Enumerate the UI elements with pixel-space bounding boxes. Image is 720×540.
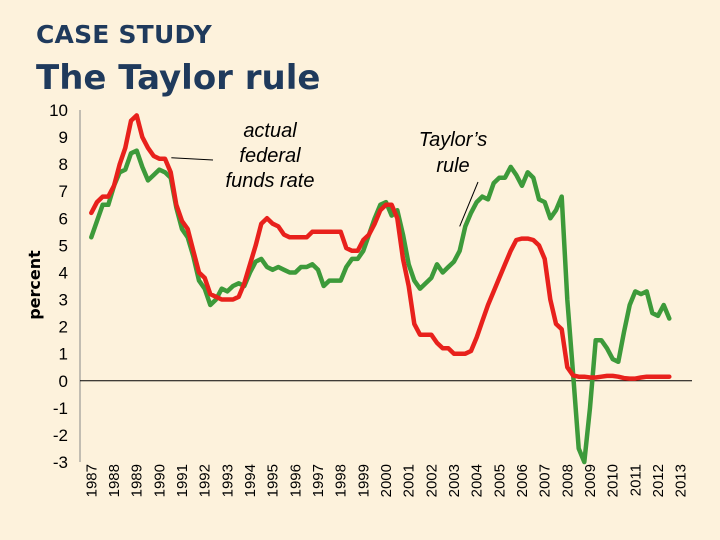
slide-kicker: CASE STUDY bbox=[36, 20, 212, 49]
x-tick-label: 2001 bbox=[401, 464, 418, 497]
y-tick-label: -2 bbox=[53, 426, 68, 445]
y-tick-label: 5 bbox=[59, 236, 68, 255]
x-tick-label: 2006 bbox=[514, 464, 531, 497]
x-tick-label: 1990 bbox=[151, 464, 168, 497]
slide-title: The Taylor rule bbox=[36, 58, 321, 98]
x-tick-label: 2005 bbox=[491, 464, 508, 497]
y-tick-label: -3 bbox=[53, 453, 68, 472]
x-tick-label: 2004 bbox=[469, 464, 486, 497]
y-tick-label: -1 bbox=[53, 399, 68, 418]
x-tick-label: 2009 bbox=[582, 464, 599, 497]
x-tick-label: 1987 bbox=[83, 464, 100, 497]
annotation-taylor-line: rule bbox=[436, 155, 469, 177]
x-tick-label: 1991 bbox=[174, 464, 191, 497]
y-axis-label: percent bbox=[25, 250, 44, 320]
x-tick-label: 2007 bbox=[537, 464, 554, 497]
y-tick-label: 10 bbox=[49, 101, 68, 120]
annotation-taylor-leader bbox=[459, 181, 479, 227]
y-tick-label: 8 bbox=[59, 155, 68, 174]
x-tick-label: 1998 bbox=[333, 464, 350, 497]
x-tick-label: 2008 bbox=[559, 464, 576, 497]
x-tick-label: 1997 bbox=[310, 464, 327, 497]
annotation-actual-line: funds rate bbox=[226, 170, 315, 192]
x-tick-label: 1993 bbox=[219, 464, 236, 497]
x-tick-label: 1992 bbox=[197, 464, 214, 497]
y-tick-label: 6 bbox=[59, 209, 68, 228]
x-tick-label: 1995 bbox=[265, 464, 282, 497]
y-tick-label: 4 bbox=[59, 263, 68, 282]
y-tick-label: 7 bbox=[59, 182, 68, 201]
x-tick-label: 2002 bbox=[423, 464, 440, 497]
annotation-actual-leader bbox=[171, 157, 214, 161]
annotation-actual-line: federal bbox=[239, 145, 301, 167]
annotation-actual-line: actual bbox=[243, 120, 297, 142]
x-tick-label: 2003 bbox=[446, 464, 463, 497]
x-tick-label: 1994 bbox=[242, 464, 259, 497]
annotation-taylor-line: Taylor’s bbox=[419, 129, 488, 151]
x-tick-label: 2011 bbox=[627, 464, 644, 496]
series-line-actual-fed-funds bbox=[89, 113, 672, 381]
series-line-taylor-rule bbox=[89, 148, 672, 465]
x-tick-label: 1999 bbox=[355, 464, 372, 497]
x-tick-label: 2012 bbox=[650, 464, 667, 497]
y-tick-label: 2 bbox=[59, 318, 68, 337]
y-tick-label: 9 bbox=[59, 128, 68, 147]
x-tick-label: 1988 bbox=[106, 464, 123, 497]
x-tick-label: 1996 bbox=[287, 464, 304, 497]
y-tick-label: 1 bbox=[59, 345, 68, 364]
x-tick-label: 2000 bbox=[378, 464, 395, 497]
x-tick-label: 1989 bbox=[129, 464, 146, 497]
y-tick-label: 0 bbox=[59, 372, 68, 391]
x-tick-label: 2010 bbox=[605, 464, 622, 497]
x-tick-label: 2013 bbox=[673, 464, 690, 497]
y-tick-label: 3 bbox=[59, 291, 68, 310]
